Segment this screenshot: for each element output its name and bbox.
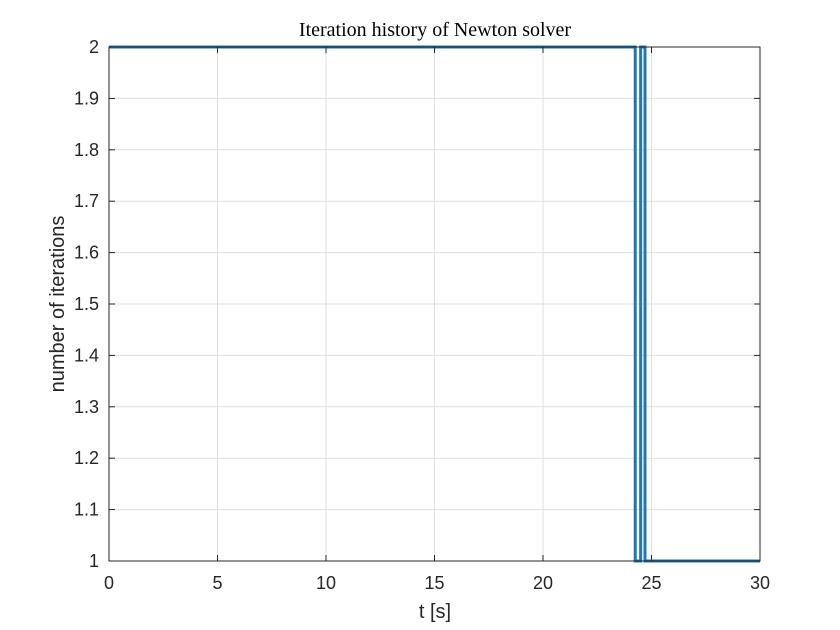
y-tick-label: 1.7 bbox=[74, 191, 99, 211]
x-axis-label: t [s] bbox=[419, 601, 451, 623]
y-tick-label: 2 bbox=[89, 37, 99, 57]
y-tick-label: 1.9 bbox=[74, 88, 99, 108]
series-layer bbox=[109, 45, 760, 563]
y-axis-label: number of iterations bbox=[47, 216, 69, 393]
x-tick-label: 30 bbox=[750, 573, 770, 593]
y-tick-label: 1.6 bbox=[74, 243, 99, 263]
y-tick-label: 1.8 bbox=[74, 140, 99, 160]
y-tick-label: 1.5 bbox=[74, 294, 99, 314]
grid bbox=[108, 46, 761, 562]
y-tick-label: 1.4 bbox=[74, 345, 99, 365]
x-tick-label: 20 bbox=[533, 573, 553, 593]
y-tick-label: 1.3 bbox=[74, 397, 99, 417]
x-tick-label: 15 bbox=[424, 573, 444, 593]
tick-labels: 0 5 10 15 20 25 30 1 1.1 1.2 1.3 1.4 1.5 1.6 1.7 1.8 1.9… bbox=[74, 37, 770, 593]
y-tick-label: 1 bbox=[89, 551, 99, 571]
chart-title: Iteration history of Newton solver bbox=[299, 19, 571, 41]
axis-ticks bbox=[108, 46, 761, 562]
y-tick-label: 1.2 bbox=[74, 448, 99, 468]
series-line bbox=[109, 45, 760, 563]
x-tick-label: 25 bbox=[641, 573, 661, 593]
y-tick-label: 1.1 bbox=[74, 500, 99, 520]
x-tick-label: 5 bbox=[212, 573, 222, 593]
x-tick-label: 10 bbox=[316, 573, 336, 593]
x-tick-label: 0 bbox=[104, 573, 114, 593]
